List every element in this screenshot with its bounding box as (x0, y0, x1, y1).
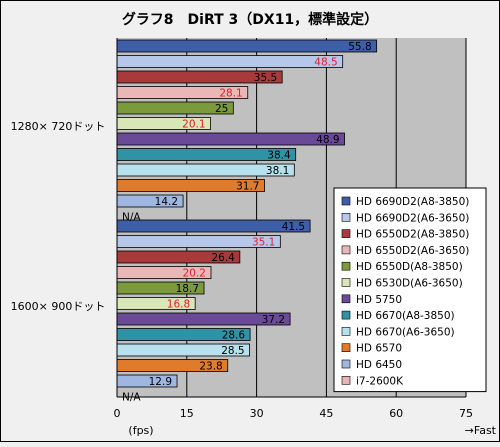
legend-entry-label: HD 6670(A6-3650) (356, 326, 455, 338)
legend-swatch (341, 294, 351, 304)
legend-entry-label: i7-2600K (356, 375, 404, 387)
bar-value-label: 35.1 (252, 237, 275, 249)
legend-entry-label: HD 6550D2(A8-3850) (356, 229, 469, 241)
legend-swatch (341, 229, 351, 238)
legend-entry-label: HD 6550D(A8-3850) (356, 261, 463, 273)
legend-entry-label: HD 6690D2(A6-3650) (356, 212, 469, 224)
legend-swatch (341, 343, 351, 353)
x-tick-label: 60 (389, 407, 403, 420)
group-labels: 1280× 720ドット 1600× 900ドット (11, 120, 106, 313)
chart-title: グラフ8 DiRT 3（DX11，標準設定） (122, 11, 378, 28)
legend-entry-label: HD 6690D2(A8-3850) (356, 196, 469, 208)
bar-value-label: 14.2 (155, 196, 178, 208)
value-labels: 55.8 48.5 35.5 28.1 25 20.1 48.9 38.4 38.1 31.7 14… (122, 41, 372, 404)
bar-value-label: 48.5 (314, 57, 337, 69)
x-tick-label: 0 (114, 407, 121, 420)
x-direction-label: →Fast (465, 424, 497, 437)
bar-value-label: 18.7 (176, 283, 199, 295)
bar-value-label: 20.2 (183, 268, 206, 280)
bar-value-label: N/A (122, 212, 141, 224)
x-tick-label: 15 (180, 407, 194, 420)
bar-value-label: 16.8 (167, 299, 190, 311)
x-tick-label: 30 (250, 407, 264, 420)
x-tick-label: 75 (459, 407, 473, 420)
bar (116, 132, 345, 146)
group-label: 1600× 900ドット (11, 300, 106, 313)
legend-swatch (341, 196, 351, 206)
bars (116, 39, 378, 388)
bar-value-label: 28.1 (219, 88, 242, 100)
legend-swatch (341, 310, 351, 320)
bar-value-label: 37.2 (262, 314, 285, 326)
legend-entry-label: HD 6570 (356, 343, 402, 355)
legend-entry-label: HD 6670(A8-3850) (356, 310, 455, 322)
legend-entry-label: HD 6530D(A6-3650) (356, 278, 463, 290)
legend-swatch (341, 278, 351, 287)
legend-swatch (341, 245, 351, 255)
bar-value-label: 38.1 (266, 165, 289, 177)
legend-swatch (341, 375, 351, 385)
x-axis-ticks: 0 15 30 45 60 75 (114, 407, 474, 420)
x-tick-label: 45 (319, 407, 333, 420)
bar-value-label: 41.5 (282, 221, 305, 233)
bar-value-label: 23.8 (199, 361, 222, 373)
bar-value-label: 25 (215, 103, 228, 115)
x-axis-label: (fps) (128, 424, 153, 437)
bar-value-label: 28.5 (221, 345, 244, 357)
legend-entry-label: HD 6450 (356, 359, 402, 371)
bar-value-label: 28.6 (222, 330, 246, 342)
bar-value-label: 55.8 (348, 41, 371, 53)
legend-swatch (341, 213, 351, 222)
legend-swatch (341, 327, 351, 336)
legend: HD 6690D2(A8-3850) HD 6690D2(A6-3650) HD 6… (333, 187, 487, 393)
group-label: 1280× 720ドット (11, 120, 106, 133)
legend-entry-label: HD 6550D2(A6-3650) (356, 245, 469, 257)
bar-value-label: 12.9 (149, 376, 172, 388)
bar-value-label: 35.5 (254, 72, 277, 84)
bar-value-label: 26.4 (211, 252, 235, 264)
bar (116, 39, 378, 53)
bar (116, 55, 344, 68)
legend-entry-label: HD 5750 (356, 294, 402, 306)
legend-swatch (341, 261, 351, 271)
bar-value-label: 48.9 (316, 134, 339, 146)
bar-value-label: 31.7 (236, 181, 259, 193)
bar-value-label: 20.1 (182, 119, 205, 131)
legend-box (333, 187, 487, 393)
legend-swatch (341, 359, 351, 369)
bar-value-label: 38.4 (267, 150, 291, 162)
